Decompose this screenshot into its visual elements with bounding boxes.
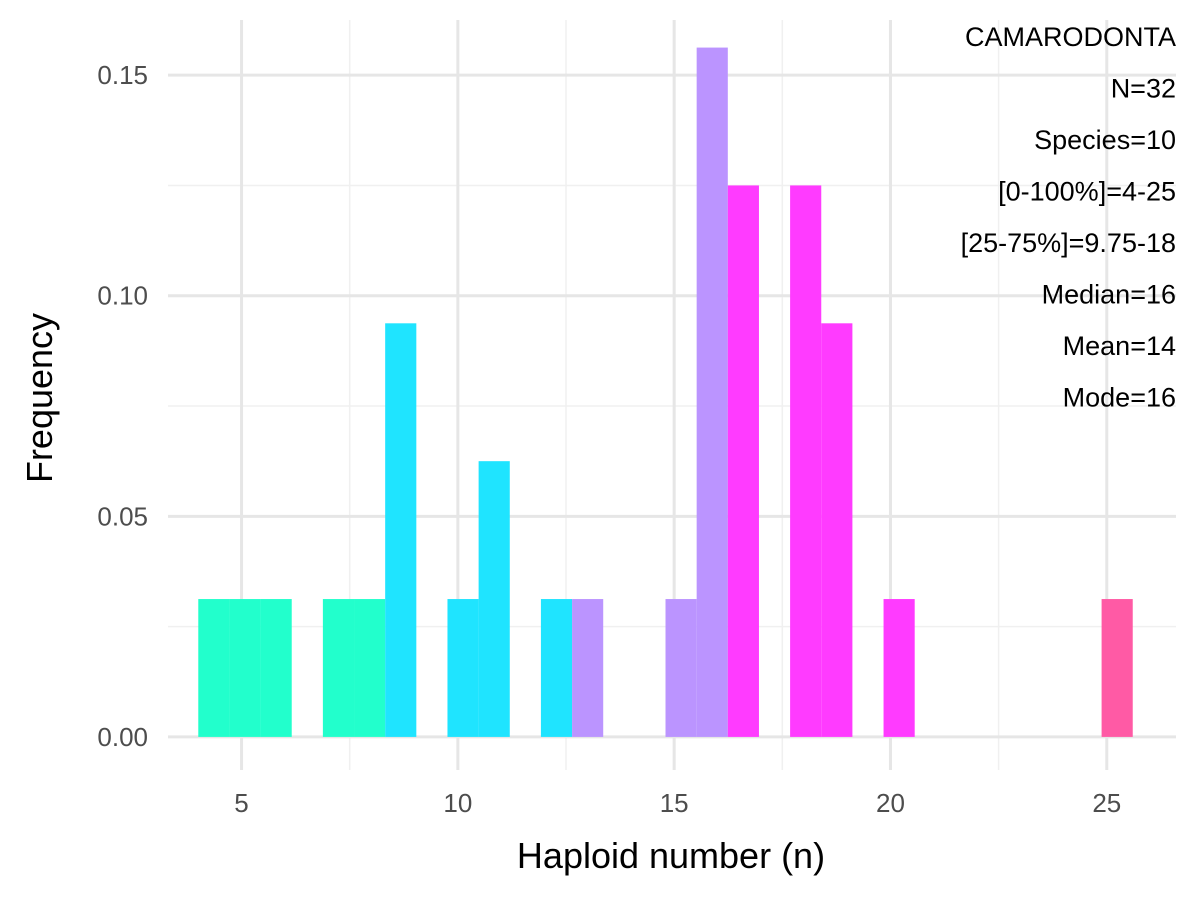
y-axis-title: Frequency	[19, 313, 60, 483]
summary-annotations: CAMARODONTA N=32 Species=10 [0-100%]=4-25 [2…	[961, 22, 1176, 413]
annotation-line: Species=10	[1034, 125, 1176, 155]
histogram-bars	[198, 47, 1133, 737]
histogram-bar	[1101, 599, 1133, 737]
histogram-bar	[447, 599, 479, 737]
y-tick-label: 0.05	[97, 501, 148, 531]
x-axis-tick-labels: 5 10 15 20 25	[234, 788, 1121, 818]
annotation-line: CAMARODONTA	[965, 22, 1176, 52]
x-tick-label: 15	[660, 788, 689, 818]
histogram-bar	[665, 599, 697, 737]
histogram-bar	[260, 599, 292, 737]
annotation-line: N=32	[1111, 74, 1176, 104]
histogram-bar	[385, 323, 417, 737]
histogram-bar	[322, 599, 355, 737]
annotation-line: Median=16	[1042, 280, 1176, 310]
histogram-bar	[883, 599, 915, 737]
histogram-bar	[821, 323, 853, 737]
histogram-bar	[696, 47, 728, 737]
y-tick-label: 0.15	[97, 60, 148, 90]
annotation-line: [25-75%]=9.75-18	[961, 228, 1176, 258]
annotation-line: Mean=14	[1063, 331, 1176, 361]
histogram-bar	[198, 599, 230, 737]
annotation-line: [0-100%]=4-25	[998, 177, 1176, 207]
histogram-bar	[540, 599, 573, 737]
histogram-bar	[478, 461, 510, 737]
x-tick-label: 10	[443, 788, 472, 818]
x-tick-label: 25	[1092, 788, 1121, 818]
y-tick-label: 0.00	[97, 722, 148, 752]
x-tick-label: 5	[234, 788, 248, 818]
x-tick-label: 20	[876, 788, 905, 818]
y-tick-label: 0.10	[97, 281, 148, 311]
histogram-bar	[354, 599, 386, 737]
histogram-bar	[727, 185, 759, 737]
annotation-line: Mode=16	[1063, 383, 1176, 413]
histogram-bar	[229, 599, 261, 737]
y-axis-tick-labels: 0.00 0.05 0.10 0.15	[97, 60, 148, 752]
x-axis-title: Haploid number (n)	[517, 835, 825, 876]
histogram-bar	[572, 599, 604, 737]
histogram-bar	[790, 185, 822, 737]
